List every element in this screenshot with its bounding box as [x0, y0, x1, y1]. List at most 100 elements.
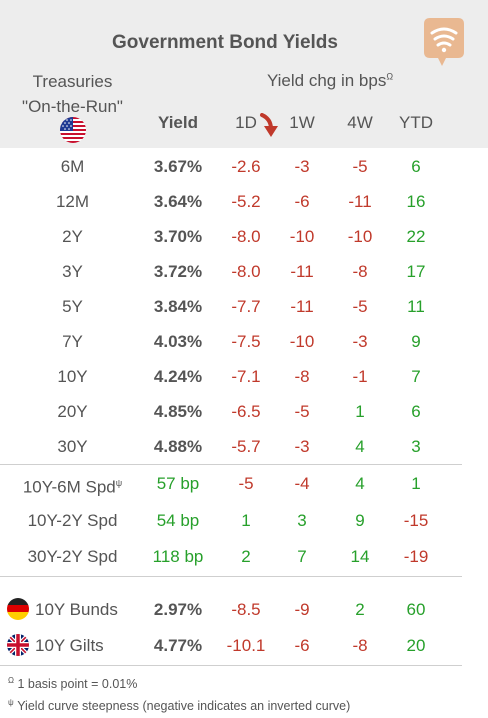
change-1d: -6.5 [231, 402, 261, 421]
psi-marker: ψ [115, 478, 123, 488]
change-1d: 1 [241, 511, 251, 530]
spread-value: 57 bp [156, 474, 200, 493]
change-4w: 4 [355, 437, 365, 456]
change-4w: -5 [352, 157, 368, 176]
change-1w: -5 [294, 402, 310, 421]
change-1w: -11 [290, 262, 314, 281]
change-1d: -2.6 [231, 157, 261, 176]
table-row: 3Y 3.72% -8.0 -11 -8 17 [0, 254, 488, 289]
column-header-1w: 1W [289, 113, 315, 132]
yield-value: 3.84% [153, 297, 203, 316]
column-header-yield: Yield [158, 113, 198, 132]
yield-change-text: Yield chg in bps [266, 71, 387, 90]
wifi-logo-icon [424, 18, 464, 66]
change-ytd: -15 [403, 511, 429, 530]
section-divider [0, 665, 462, 666]
column-header-ytd: YTD [399, 113, 433, 132]
yield-value: 4.88% [153, 437, 203, 456]
change-ytd: -19 [403, 547, 429, 566]
change-1w: 3 [297, 511, 307, 530]
table-row: 20Y 4.85% -6.5 -5 1 6 [0, 394, 488, 429]
change-1w: -8 [294, 367, 310, 386]
footnote: ψ Yield curve steepness (negative indica… [8, 698, 350, 713]
change-1w: -10 [289, 332, 315, 351]
change-1d: -8.5 [231, 600, 261, 619]
change-ytd: 22 [406, 227, 426, 246]
table-row: 10Y-6M Spdψ 57 bp -5 -4 4 1 [0, 466, 488, 501]
change-4w: -8 [352, 636, 368, 655]
table-row: 6M 3.67% -2.6 -3 -5 6 [0, 149, 488, 184]
spread-value: 118 bp [152, 547, 204, 566]
change-4w: -10 [347, 227, 373, 246]
table-row: 10Y Gilts 4.77% -10.1 -6 -8 20 [0, 628, 488, 663]
us-flag-icon [60, 117, 86, 143]
spread-label: 10Y-6M Spd [22, 477, 116, 497]
table-row: 10Y Bunds 2.97% -8.5 -9 2 60 [0, 592, 488, 627]
column-header-4w: 4W [347, 113, 373, 132]
change-ytd: 11 [407, 297, 425, 316]
change-1w: 7 [297, 547, 307, 566]
table-row: 7Y 4.03% -7.5 -10 -3 9 [0, 324, 488, 359]
change-4w: 14 [350, 547, 370, 566]
row-label: 7Y [62, 332, 83, 351]
row-label: 6M [60, 157, 85, 176]
change-4w: 4 [355, 474, 365, 493]
table-row: 30Y 4.88% -5.7 -3 4 3 [0, 429, 488, 464]
change-1d: -7.1 [231, 367, 261, 386]
table-row: 12M 3.64% -5.2 -6 -11 16 [0, 184, 488, 219]
germany-flag-icon [7, 598, 29, 620]
table-row: 10Y 4.24% -7.1 -8 -1 7 [0, 359, 488, 394]
yield-value: 4.77% [153, 636, 203, 655]
change-1w: -6 [294, 192, 310, 211]
yield-value: 3.64% [153, 192, 203, 211]
footnote-text: Yield curve steepness (negative indicate… [17, 699, 351, 714]
table-row: 30Y-2Y Spd 118 bp 2 7 14 -19 [0, 539, 488, 574]
change-4w: -3 [352, 332, 368, 351]
change-4w: 9 [355, 511, 365, 530]
yield-value: 3.67% [153, 157, 203, 176]
row-label: 30Y-2Y Spd [27, 547, 118, 566]
change-4w: 1 [355, 402, 365, 421]
table-title: Government Bond Yields [112, 32, 338, 53]
row-label: 3Y [62, 262, 83, 281]
spread-value: 54 bp [156, 511, 200, 530]
row-label: 10Y-6M Spdψ [0, 466, 145, 501]
column-header-1d: 1D [235, 113, 257, 132]
row-label: 10Y-2Y Spd [27, 511, 118, 530]
change-1d: -7.5 [231, 332, 261, 351]
change-1d: -7.7 [231, 297, 261, 316]
change-ytd: 6 [411, 402, 421, 421]
change-ytd: 60 [406, 600, 426, 619]
change-1w: -4 [294, 474, 310, 493]
yield-change-label: Yield chg in bpsΩ [250, 71, 410, 91]
change-1d: -5.2 [231, 192, 261, 211]
change-ytd: 9 [411, 332, 421, 351]
table-row: 2Y 3.70% -8.0 -10 -10 22 [0, 219, 488, 254]
treasuries-label-line2: "On-the-Run" [22, 97, 123, 116]
yield-value: 2.97% [153, 600, 203, 619]
change-ytd: 7 [411, 367, 421, 386]
change-ytd: 1 [411, 474, 421, 493]
yield-value: 4.03% [153, 332, 203, 351]
row-label: 30Y [57, 437, 88, 456]
footnote: Ω 1 basis point = 0.01% [8, 676, 137, 691]
row-label: 20Y [57, 402, 88, 421]
section-divider [0, 576, 462, 577]
change-4w: -8 [352, 262, 368, 281]
section-divider [0, 464, 462, 465]
treasuries-label-line1: Treasuries [32, 72, 113, 91]
psi-marker: ψ [8, 698, 14, 707]
change-ytd: 3 [411, 437, 421, 456]
yield-value: 3.70% [153, 227, 203, 246]
change-1d: -8.0 [231, 262, 261, 281]
change-4w: -1 [352, 367, 368, 386]
change-1w: -9 [294, 600, 310, 619]
row-label: 5Y [62, 297, 83, 316]
omega-marker: Ω [386, 71, 394, 82]
change-1w: -10 [289, 227, 315, 246]
uk-flag-icon [7, 634, 29, 656]
row-label: 12M [55, 192, 90, 211]
yield-value: 4.24% [153, 367, 203, 386]
change-1w: -3 [294, 437, 310, 456]
change-1d: 2 [241, 547, 251, 566]
